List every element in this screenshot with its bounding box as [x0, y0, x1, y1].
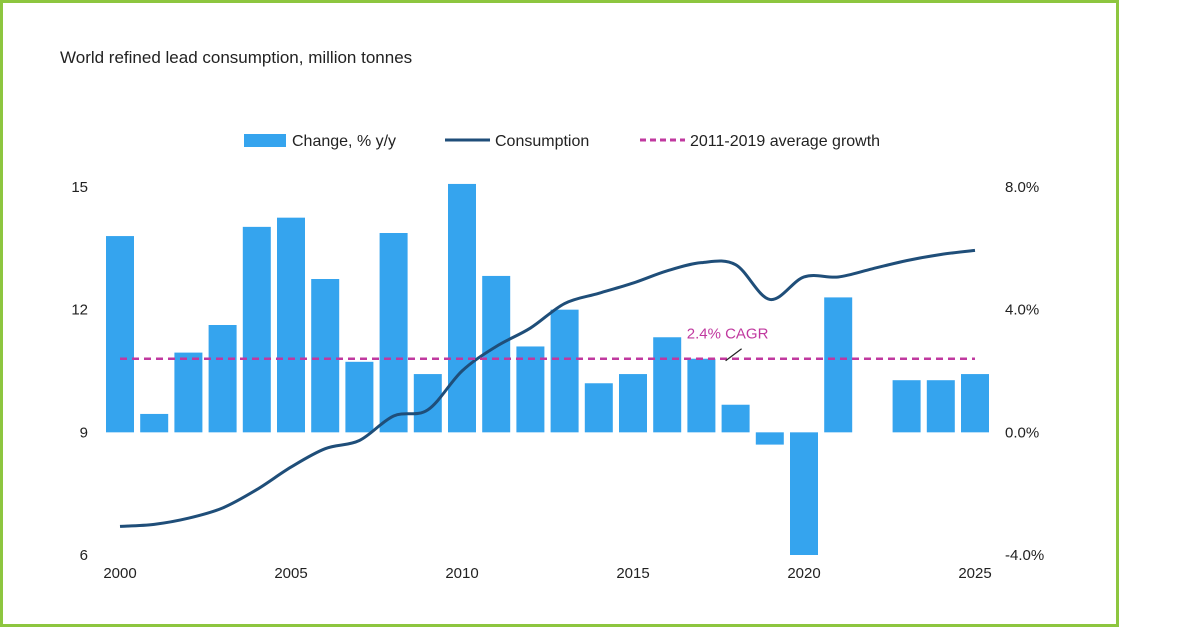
- x-tick-label: 2000: [103, 565, 136, 582]
- x-tick-label: 2020: [787, 565, 820, 582]
- cagr-annotation: 2.4% CAGR: [687, 325, 769, 342]
- left-tick-label: 6: [80, 547, 88, 564]
- left-tick-label: 15: [71, 179, 88, 196]
- legend-label-bars: Change, % y/y: [292, 133, 396, 150]
- annotations: 2.4% CAGR: [687, 325, 769, 362]
- bar: [687, 358, 716, 433]
- x-tick-label: 2005: [274, 565, 307, 582]
- bar: [721, 404, 750, 433]
- bar: [926, 380, 955, 433]
- left-axis-ticks: 6 9 12 15: [71, 179, 88, 564]
- bar: [311, 279, 340, 433]
- bar: [277, 217, 305, 433]
- right-tick-label: -4.0%: [1005, 547, 1044, 564]
- consumption-line: [119, 248, 976, 528]
- bar: [790, 432, 818, 555]
- bar: [824, 297, 853, 433]
- right-axis-ticks: -4.0% 0.0% 4.0% 8.0%: [1005, 179, 1044, 564]
- bar: [448, 183, 476, 433]
- bar: [208, 325, 237, 433]
- bar: [755, 432, 784, 445]
- bar: [584, 383, 613, 433]
- legend-label-line: Consumption: [495, 133, 589, 150]
- bar-series: [106, 183, 989, 555]
- x-tick-label: 2025: [958, 565, 991, 582]
- chart-title: World refined lead consumption, million …: [60, 48, 413, 67]
- bar: [516, 346, 545, 433]
- bar: [961, 374, 989, 433]
- legend: Change, % y/y Consumption 2011-2019 aver…: [244, 133, 880, 150]
- bar: [550, 309, 579, 433]
- left-tick-label: 12: [71, 302, 88, 319]
- x-tick-label: 2015: [616, 565, 649, 582]
- right-tick-label: 8.0%: [1005, 179, 1039, 196]
- bar: [653, 337, 682, 433]
- bar: [242, 226, 271, 433]
- annotation-leader-line: [725, 348, 742, 362]
- bar: [140, 413, 169, 433]
- bar: [174, 352, 203, 433]
- bar: [413, 374, 442, 433]
- x-tick-label: 2010: [445, 565, 478, 582]
- right-tick-label: 4.0%: [1005, 302, 1039, 319]
- legend-label-average: 2011-2019 average growth: [690, 133, 880, 150]
- bar: [892, 380, 921, 433]
- x-axis-ticks: 2000 2005 2010 2015 2020 2025: [103, 565, 991, 582]
- bar: [379, 233, 408, 433]
- bar: [106, 236, 134, 433]
- left-tick-label: 9: [80, 424, 88, 441]
- right-tick-label: 0.0%: [1005, 424, 1039, 441]
- bar: [619, 374, 647, 433]
- line-series: [119, 248, 976, 528]
- legend-swatch-bars: [244, 134, 286, 147]
- bar: [345, 361, 374, 433]
